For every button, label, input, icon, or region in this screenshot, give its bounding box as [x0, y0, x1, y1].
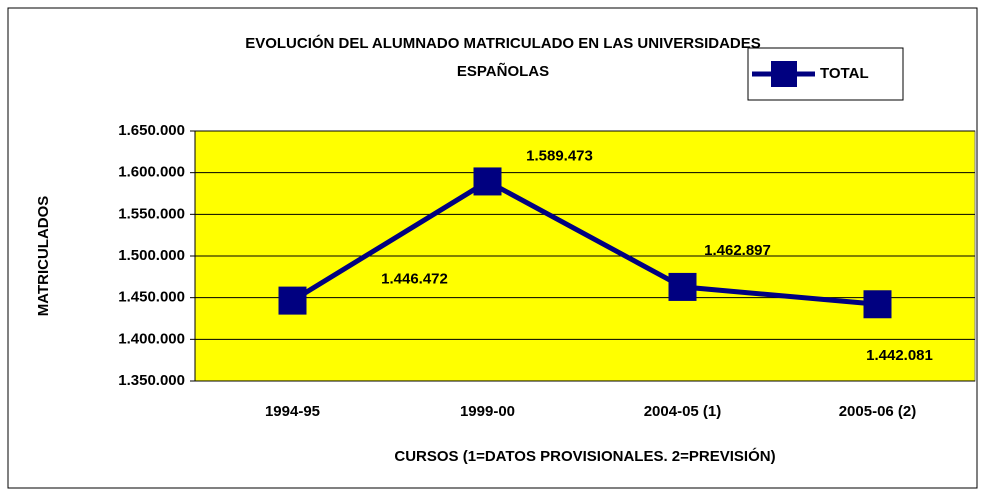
chart-title: ESPAÑOLAS	[457, 62, 549, 80]
y-tick-label: 1.500.000	[118, 247, 185, 264]
marker	[278, 286, 307, 315]
y-tick-label: 1.400.000	[118, 330, 185, 347]
y-tick-label: 1.350.000	[118, 372, 185, 389]
marker	[473, 167, 502, 196]
x-tick-label: 1994-95	[265, 403, 320, 420]
value-label: 1.589.473	[526, 147, 593, 164]
y-tick-label: 1.450.000	[118, 289, 185, 306]
value-label: 1.462.897	[704, 242, 771, 259]
value-label: 1.446.472	[381, 271, 448, 288]
legend-marker	[771, 61, 797, 87]
y-tick-label: 1.550.000	[118, 205, 185, 222]
y-tick-label: 1.650.000	[118, 122, 185, 139]
x-tick-label: 2004-05 (1)	[644, 403, 722, 420]
x-tick-label: 1999-00	[460, 403, 515, 420]
y-axis-label: MATRICULADOS	[35, 196, 52, 317]
value-label: 1.442.081	[866, 347, 933, 364]
marker	[668, 272, 697, 301]
x-tick-label: 2005-06 (2)	[839, 403, 917, 420]
line	[291, 178, 878, 307]
y-tick-label: 1.600.000	[118, 164, 185, 181]
chart-title: EVOLUCIÓN DEL ALUMNADO MATRICULADO EN LA…	[245, 34, 761, 52]
marker	[863, 290, 892, 319]
x-axis-label: CURSOS (1=DATOS PROVISIONALES. 2=PREVISI…	[394, 447, 775, 465]
legend-label: TOTAL	[820, 65, 869, 82]
